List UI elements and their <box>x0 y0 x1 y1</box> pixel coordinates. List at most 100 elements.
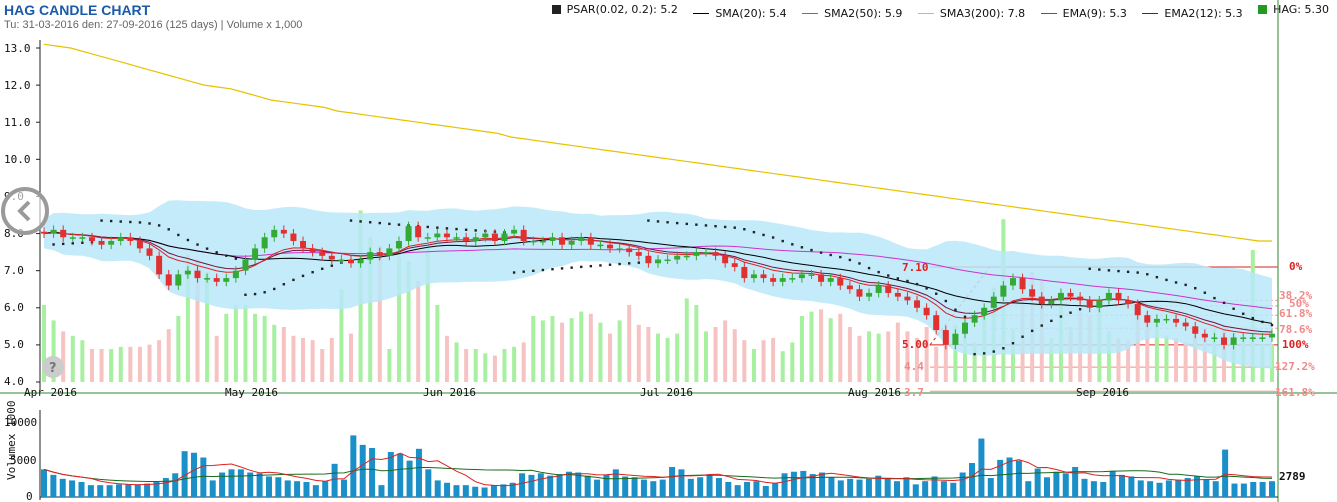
volume-bar <box>828 477 835 497</box>
volume-overlay-bar <box>742 340 747 382</box>
volume-overlay-bar <box>128 346 133 382</box>
volume-overlay-bar <box>588 313 593 382</box>
volume-overlay-bar <box>339 289 344 382</box>
volume-overlay-bar <box>483 353 488 382</box>
candle-body <box>990 296 997 308</box>
volume-bar <box>556 474 563 497</box>
candle-body <box>607 244 614 249</box>
volume-overlay-bar <box>89 349 94 382</box>
legend-swatch <box>1258 5 1268 14</box>
candle-body <box>587 237 594 245</box>
volume-bar <box>312 485 319 497</box>
candle-body <box>1230 337 1237 345</box>
volume-bar <box>1081 478 1088 497</box>
psar-dot <box>704 224 708 227</box>
psar-dot <box>791 243 794 246</box>
psar-dot <box>349 219 353 222</box>
legend-label: EMA2(12): 5.3 <box>1164 7 1243 20</box>
legend-psar: PSAR(0.02, 0.2): 5.2 <box>551 3 678 16</box>
volume-bar <box>650 481 657 497</box>
volume-bar <box>181 451 188 497</box>
psar-dot <box>1261 320 1264 324</box>
volume-overlay-bar <box>1145 320 1150 382</box>
volume-overlay-bar <box>608 333 613 382</box>
psar-dot <box>1050 319 1053 323</box>
candle-body <box>1153 318 1160 323</box>
volume-panel <box>41 435 1275 497</box>
volume-bar <box>172 473 179 497</box>
candle-body <box>482 233 489 238</box>
candle-body <box>1048 300 1055 305</box>
volume-bar <box>1250 481 1257 497</box>
candle-body <box>789 278 796 280</box>
volume-bar <box>481 487 488 497</box>
candle-body <box>252 248 259 260</box>
x-tick-jul: Jul 2016 <box>640 386 693 399</box>
volume-overlay-bar <box>224 313 229 382</box>
legend-label: SMA3(200): 7.8 <box>939 7 1026 20</box>
volume-overlay-bar <box>205 272 210 382</box>
volume-overlay-bar <box>761 340 766 382</box>
help-button[interactable]: ? <box>42 356 64 378</box>
candle-body <box>904 296 911 301</box>
psar-dot <box>771 236 775 239</box>
volume-bar <box>50 474 57 497</box>
volume-overlay-bar <box>70 335 75 382</box>
candle-body <box>501 233 508 241</box>
volume-bar <box>97 485 104 497</box>
volume-overlay-bar <box>886 331 891 382</box>
psar-dot <box>1174 281 1178 284</box>
candle-body <box>491 233 498 241</box>
volume-overlay-bar <box>732 329 737 382</box>
candle-body <box>1182 322 1189 327</box>
psar-dot <box>138 221 142 224</box>
volume-overlay-bar <box>1212 329 1217 382</box>
legend-label: EMA(9): 5.3 <box>1062 7 1127 20</box>
psar-dot <box>157 224 161 227</box>
volume-bar <box>106 485 113 497</box>
volume-bar <box>659 479 666 497</box>
volume-bar <box>434 480 441 497</box>
volume-bar <box>622 476 629 497</box>
candle-body <box>156 255 163 275</box>
psar-dot <box>1011 342 1015 345</box>
volume-bar <box>78 481 85 497</box>
psar-dot <box>378 221 381 225</box>
candle-body <box>319 252 326 256</box>
volume-bar <box>256 473 263 497</box>
volume-overlay-bar <box>540 320 545 382</box>
prev-button[interactable] <box>1 187 49 235</box>
candle-body <box>578 237 585 241</box>
legend-label: PSAR(0.02, 0.2): 5.2 <box>566 3 678 16</box>
volume-overlay-bar <box>185 254 190 382</box>
volume-overlay-bar <box>118 346 123 382</box>
volume-overlay-bar <box>176 316 181 382</box>
candle-body <box>616 248 623 250</box>
fib-level-382: 38.2% <box>1279 289 1312 302</box>
psar-dot <box>896 277 900 280</box>
volume-bar <box>940 481 947 497</box>
psar-dot <box>982 352 986 355</box>
candle-body <box>1009 278 1016 286</box>
volume-bar <box>378 485 385 497</box>
candle-body <box>722 255 729 264</box>
candle-body <box>1019 278 1026 290</box>
fib-level-1618: 161.8% <box>1275 386 1315 399</box>
psar-dot <box>455 227 458 231</box>
psar-dot <box>944 299 948 303</box>
candle-body <box>88 237 95 241</box>
psar-dot <box>800 246 804 249</box>
candle-body <box>309 248 316 253</box>
volume-overlay-bar <box>1116 338 1121 382</box>
volume-bar <box>406 460 413 497</box>
psar-dot <box>628 262 631 265</box>
candle-body <box>981 307 988 316</box>
psar-dot <box>225 254 228 257</box>
candle-body <box>1240 337 1247 339</box>
fib-level-0: 0% <box>1289 260 1303 273</box>
volume-overlay-bar <box>109 349 114 382</box>
volume-bar <box>744 481 751 497</box>
volume-overlay-bar <box>723 320 728 382</box>
volume-bar <box>87 485 94 497</box>
